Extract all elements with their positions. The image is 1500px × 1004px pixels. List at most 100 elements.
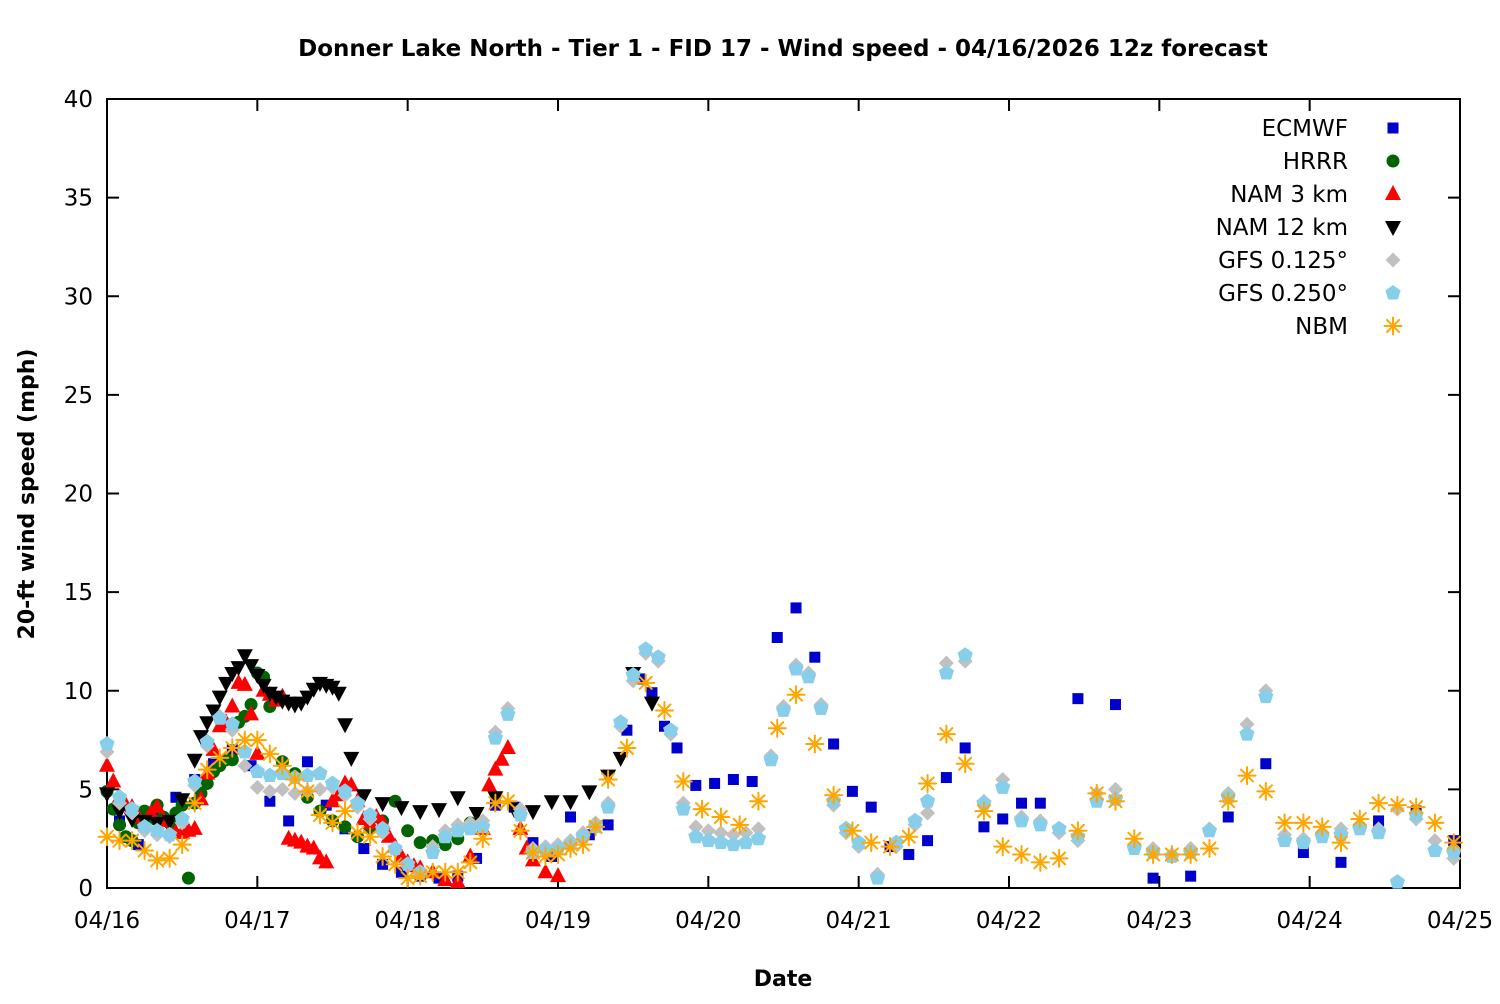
data-point-marker: [360, 827, 380, 847]
data-point-marker: [692, 799, 712, 819]
data-point-marker: [612, 751, 629, 767]
data-point-marker: [437, 828, 453, 844]
asterisk-stroke: [1108, 794, 1123, 809]
data-point-marker: [355, 789, 372, 805]
data-point-marker: [524, 805, 541, 821]
asterisk-stroke: [576, 837, 591, 852]
data-point-marker: [1427, 833, 1443, 849]
data-point-marker: [185, 793, 205, 813]
data-point-marker: [600, 799, 616, 814]
data-point-marker: [512, 807, 528, 822]
data-point-marker: [788, 661, 804, 676]
data-point-marker: [297, 781, 317, 801]
data-point-marker: [1312, 817, 1332, 837]
data-point-marker: [425, 844, 441, 859]
y-tick-label: 20: [64, 482, 93, 508]
data-point-marker: [598, 770, 618, 790]
asterisk-stroke: [770, 721, 785, 736]
asterisk-stroke: [400, 871, 415, 886]
data-point-marker: [1218, 791, 1238, 811]
data-point-marker: [1162, 844, 1182, 864]
data-point-marker: [174, 811, 190, 826]
asterisk-stroke: [1315, 819, 1330, 834]
data-point-marker: [401, 824, 415, 838]
asterisk-stroke: [920, 776, 935, 791]
data-point-marker: [324, 775, 341, 790]
data-point-marker: [995, 779, 1011, 794]
asterisk-stroke: [237, 733, 252, 748]
asterisk-stroke: [350, 825, 365, 840]
data-point-marker: [918, 773, 938, 793]
legend-label: ECMWF: [1262, 116, 1348, 142]
asterisk-stroke: [425, 865, 440, 880]
y-tick-label: 25: [64, 383, 93, 409]
data-point-marker: [375, 820, 391, 836]
asterisk-stroke: [1127, 831, 1142, 846]
data-point-marker: [711, 807, 731, 827]
x-tick-label: 04/25: [1427, 908, 1493, 934]
data-point-marker: [1185, 870, 1197, 882]
legend-item-nbm: NBM: [1295, 314, 1403, 340]
data-point-marker: [1016, 797, 1028, 809]
data-point-marker: [581, 785, 598, 801]
data-point-marker: [205, 740, 222, 756]
legend-label: NAM 12 km: [1216, 215, 1348, 241]
data-point-marker: [487, 730, 503, 745]
asterisk-stroke: [99, 829, 115, 844]
data-point-marker: [573, 835, 593, 855]
data-point-marker: [1427, 842, 1443, 857]
data-point-marker: [920, 805, 936, 821]
data-point-marker: [1087, 783, 1107, 803]
data-point-marker: [181, 871, 195, 885]
series-nbm: [97, 673, 1464, 888]
data-point-marker: [485, 793, 505, 813]
data-point-marker: [222, 738, 242, 758]
data-point-marker: [1199, 839, 1219, 859]
asterisk-stroke: [363, 829, 378, 844]
data-point-marker: [738, 834, 754, 850]
data-point-marker: [510, 821, 530, 841]
data-point-marker: [621, 724, 633, 736]
data-point-marker: [149, 798, 166, 814]
data-point-marker: [1256, 781, 1276, 801]
asterisk-stroke: [995, 839, 1010, 854]
asterisk-stroke: [250, 733, 265, 748]
data-point-marker: [700, 823, 716, 839]
data-point-marker: [380, 827, 397, 843]
asterisk-stroke: [1164, 847, 1179, 862]
data-point-marker: [430, 803, 447, 819]
data-point-marker: [1049, 848, 1069, 868]
asterisk-stroke: [751, 794, 766, 809]
data-point-marker: [1386, 154, 1400, 168]
asterisk-stroke: [450, 865, 465, 880]
data-point-marker: [1239, 716, 1255, 732]
data-point-marker: [865, 801, 877, 813]
data-point-marker: [160, 848, 180, 868]
legend-label: GFS 0.125°: [1218, 248, 1348, 274]
y-tick-label: 10: [64, 679, 93, 705]
x-tick-label: 04/23: [1126, 908, 1192, 934]
data-point-marker: [763, 751, 779, 767]
data-point-marker: [1425, 813, 1445, 833]
data-point-marker: [243, 659, 260, 675]
data-point-marker: [690, 779, 702, 791]
series-ecmwf: [114, 602, 1460, 884]
legend: ECMWF HRRR NAM 3 km NAM 12 km GFS 0.125° GFS …: [1216, 116, 1403, 340]
data-point-marker: [654, 700, 674, 720]
data-point-marker: [1032, 816, 1048, 832]
asterisk-stroke: [262, 746, 277, 761]
data-point-marker: [562, 795, 579, 811]
asterisk-stroke: [638, 675, 653, 690]
asterisk-stroke: [882, 839, 898, 854]
data-point-marker: [99, 756, 115, 772]
data-point-marker: [122, 831, 142, 851]
data-point-marker: [111, 805, 128, 821]
asterisk-stroke: [275, 758, 290, 773]
data-point-marker: [343, 751, 360, 767]
x-tick-label: 04/17: [224, 908, 290, 934]
data-point-marker: [1385, 252, 1401, 268]
data-point-marker: [775, 702, 792, 717]
data-point-marker: [212, 710, 228, 725]
data-point-marker: [1277, 832, 1293, 848]
asterisk-stroke: [375, 849, 390, 864]
